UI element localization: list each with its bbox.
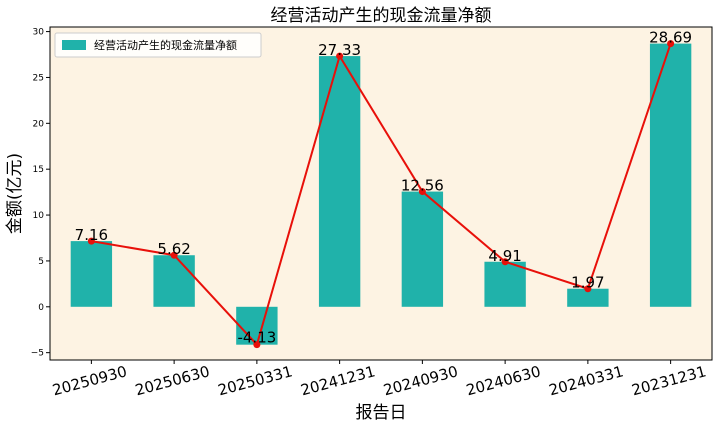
bar-20240331 (567, 288, 609, 307)
y-tick-label: 30 (33, 28, 45, 38)
legend: 经营活动产生的现金流量净额 (54, 32, 262, 58)
line-point-20250930 (87, 237, 95, 245)
line-point-20241231 (336, 52, 344, 60)
bar-20240630 (484, 261, 526, 307)
x-axis-label: 报告日 (356, 403, 407, 423)
line-point-20240630 (501, 258, 509, 266)
line-point-20240331 (584, 285, 592, 293)
data-label-20250630: 5.62 (157, 240, 190, 258)
plot-background (50, 27, 712, 360)
chart-title: 经营活动产生的现金流量净额 (271, 6, 492, 26)
y-tick-label: −5 (31, 349, 44, 359)
legend-label: 经营活动产生的现金流量净额 (94, 38, 237, 52)
data-label-20231231: 28.69 (649, 29, 692, 47)
line-point-20250630 (170, 251, 178, 259)
bar-20241231 (318, 56, 361, 307)
legend-box (54, 32, 262, 58)
y-tick-label: 10 (33, 211, 45, 221)
line-point-20250331 (253, 341, 261, 349)
bar-20240930 (401, 191, 444, 307)
y-axis-label: 金额(亿元) (5, 153, 25, 234)
line-point-20231231 (667, 40, 675, 48)
y-tick-label: 0 (38, 303, 44, 313)
data-label-20240331: 1.97 (571, 274, 604, 292)
line-point-20240930 (418, 188, 426, 196)
data-labels: 7.16 5.62 -4.13 27.33 12.56 4.91 1.97 28.69 (75, 29, 692, 347)
plot-frame (49, 26, 713, 361)
data-label-20240630: 4.91 (488, 247, 521, 265)
data-label-20240930: 12.56 (401, 177, 444, 195)
y-axis: −5 0 5 10 15 20 25 30 (31, 28, 50, 359)
y-tick-label: 15 (33, 165, 44, 175)
trend-line-path (91, 43, 672, 347)
legend-swatch (62, 40, 86, 50)
data-label-20250331: -4.13 (237, 329, 276, 347)
data-label-20250930: 7.16 (75, 226, 108, 244)
bar-20250930 (70, 241, 113, 307)
y-tick-label: 5 (38, 257, 44, 267)
y-tick-label: 20 (33, 119, 45, 129)
bar-20250331 (236, 306, 278, 345)
bar-20231231 (649, 43, 692, 307)
y-tick-label: 25 (33, 73, 44, 83)
data-label-20241231: 27.33 (318, 41, 361, 59)
bar-20250630 (153, 255, 195, 307)
trend-line (87, 40, 675, 349)
